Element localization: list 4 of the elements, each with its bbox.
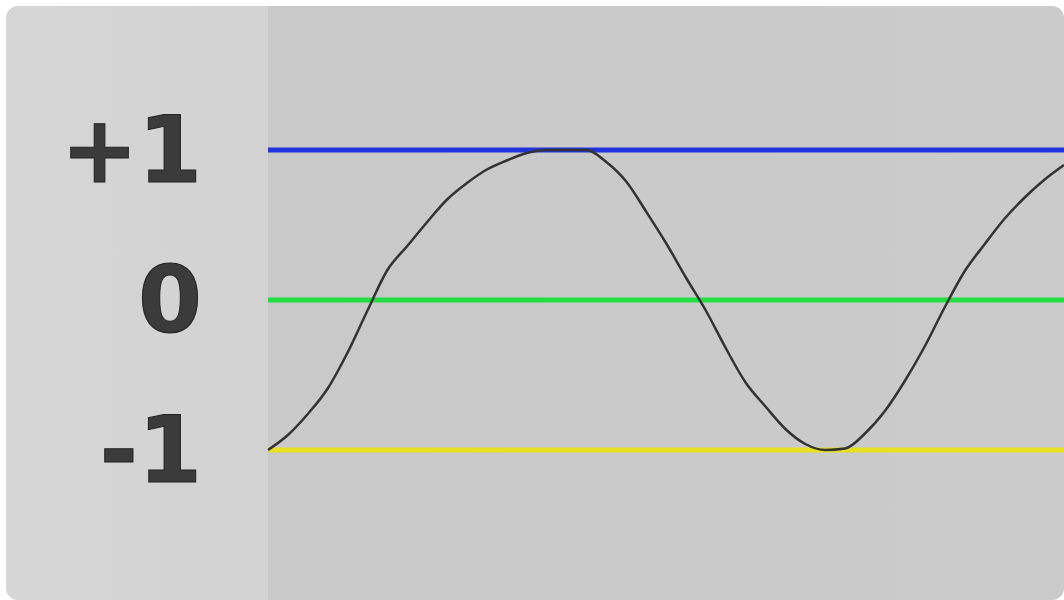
- y-tick-label: 0: [137, 246, 202, 354]
- line-series: [266, 148, 1064, 452]
- y-tick-label: -1: [99, 396, 202, 504]
- y-tick-label: +1: [60, 96, 202, 204]
